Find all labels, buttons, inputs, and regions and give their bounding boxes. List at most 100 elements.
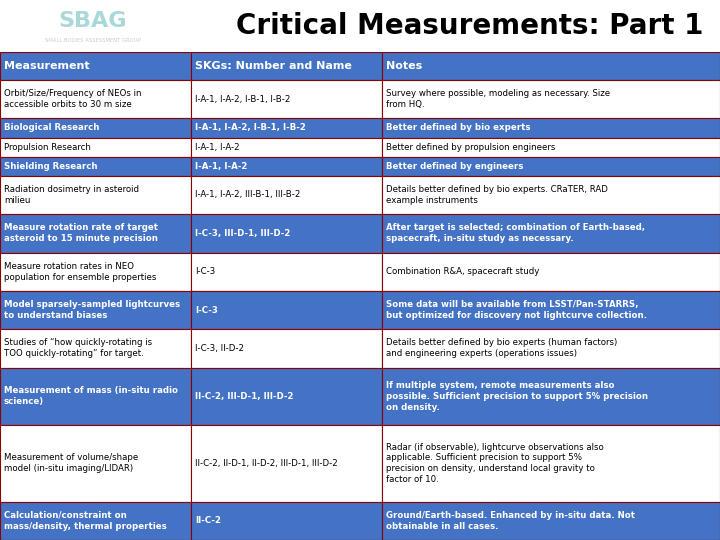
Point [29, 5, 40, 14]
Text: II-C-2, III-D-1, III-D-2: II-C-2, III-D-1, III-D-2 [195, 392, 293, 401]
Point [38, 43, 50, 52]
Text: Radar (if observable), lightcurve observations also
applicable. Sufficient preci: Radar (if observable), lightcurve observ… [386, 443, 603, 484]
Text: Propulsion Research: Propulsion Research [4, 143, 91, 152]
Text: II-C-2, II-D-1, II-D-2, III-D-1, III-D-2: II-C-2, II-D-1, II-D-2, III-D-1, III-D-2 [195, 459, 338, 468]
Text: Measure rotation rates in NEO
population for ensemble properties: Measure rotation rates in NEO population… [4, 262, 156, 281]
Point [207, 22, 219, 31]
Point [29, 0, 40, 6]
Text: Biological Research: Biological Research [4, 124, 99, 132]
Text: Some data will be available from LSST/Pan-STARRS,
but optimized for discovery no: Some data will be available from LSST/Pa… [386, 300, 647, 320]
Bar [191, 138, 382, 157]
Point [41, 1, 53, 9]
Bar [382, 157, 720, 176]
Bar [382, 291, 720, 329]
Text: I-C-3, III-D-1, III-D-2: I-C-3, III-D-1, III-D-2 [195, 229, 290, 238]
Bar [191, 425, 382, 502]
Bar [0, 52, 191, 80]
Bar [382, 329, 720, 368]
Point [129, 0, 140, 6]
Bar [0, 176, 191, 214]
Text: Ground/Earth-based. Enhanced by in-situ data. Not
obtainable in all cases.: Ground/Earth-based. Enhanced by in-situ … [386, 511, 634, 531]
Text: I-C-3: I-C-3 [195, 267, 215, 276]
Bar [382, 118, 720, 138]
Bar [191, 502, 382, 540]
Bar [382, 502, 720, 540]
Point [58, 0, 70, 8]
Point [4, 31, 16, 39]
Text: I-A-1, I-A-2: I-A-1, I-A-2 [195, 143, 240, 152]
Point [126, 0, 138, 7]
Text: I-A-1, I-A-2, I-B-1, I-B-2: I-A-1, I-A-2, I-B-1, I-B-2 [195, 124, 306, 132]
Bar [0, 80, 191, 118]
Bar [0, 425, 191, 502]
Point [7, 32, 19, 40]
Bar [0, 291, 191, 329]
Point [127, 12, 138, 21]
Bar [191, 329, 382, 368]
Text: Measurement of volume/shape
model (in-situ imaging/LIDAR): Measurement of volume/shape model (in-si… [4, 454, 138, 473]
Bar [382, 176, 720, 214]
Text: I-C-3, II-D-2: I-C-3, II-D-2 [195, 344, 244, 353]
Text: Model sparsely-sampled lightcurves
to understand biases: Model sparsely-sampled lightcurves to un… [4, 300, 180, 320]
Bar [382, 253, 720, 291]
Bar [191, 118, 382, 138]
Text: I-A-1, I-A-2, III-B-1, III-B-2: I-A-1, I-A-2, III-B-1, III-B-2 [195, 191, 300, 199]
Text: Measure rotation rate of target
asteroid to 15 minute precision: Measure rotation rate of target asteroid… [4, 224, 158, 243]
Text: Studies of “how quickly-rotating is
TOO quickly-rotating” for target.: Studies of “how quickly-rotating is TOO … [4, 339, 152, 358]
Point [61, 31, 73, 40]
Bar [382, 138, 720, 157]
Text: SBAG: SBAG [58, 11, 127, 31]
Text: Details better defined by bio experts. CRaTER, RAD
example instruments: Details better defined by bio experts. C… [386, 185, 608, 205]
Bar [0, 329, 191, 368]
Text: Better defined by engineers: Better defined by engineers [386, 162, 523, 171]
Text: Survey where possible, modeling as necessary. Size
from HQ.: Survey where possible, modeling as neces… [386, 89, 610, 109]
Text: Radiation dosimetry in asteroid
milieu: Radiation dosimetry in asteroid milieu [4, 185, 139, 205]
Text: Better defined by propulsion engineers: Better defined by propulsion engineers [386, 143, 555, 152]
Text: Measurement: Measurement [4, 61, 89, 71]
Bar [0, 502, 191, 540]
Bar [191, 176, 382, 214]
Bar [0, 253, 191, 291]
Bar [191, 80, 382, 118]
Text: Calculation/constraint on
mass/density, thermal properties: Calculation/constraint on mass/density, … [4, 511, 167, 531]
Text: Orbit/Size/Frequency of NEOs in
accessible orbits to 30 m size: Orbit/Size/Frequency of NEOs in accessib… [4, 89, 142, 109]
Point [58, 38, 70, 46]
Point [76, 16, 88, 25]
Text: Details better defined by bio experts (human factors)
and engineering experts (o: Details better defined by bio experts (h… [386, 339, 617, 358]
Bar [382, 52, 720, 80]
Bar [191, 52, 382, 80]
Point [156, 44, 167, 53]
Point [185, 43, 197, 51]
Text: Better defined by bio experts: Better defined by bio experts [386, 124, 530, 132]
Text: Shielding Research: Shielding Research [4, 162, 97, 171]
Bar [0, 368, 191, 425]
Point [177, 46, 189, 55]
Text: I-A-1, I-A-2, I-B-1, I-B-2: I-A-1, I-A-2, I-B-1, I-B-2 [195, 94, 290, 104]
Text: After target is selected; combination of Earth-based,
spacecraft, in-situ study : After target is selected; combination of… [386, 224, 644, 243]
Bar [191, 157, 382, 176]
Point [125, 45, 136, 54]
Bar [191, 214, 382, 253]
Bar [191, 291, 382, 329]
Bar [382, 425, 720, 502]
Bar [191, 253, 382, 291]
Bar [382, 368, 720, 425]
Text: SKGs: Number and Name: SKGs: Number and Name [195, 61, 351, 71]
Point [203, 39, 215, 48]
Point [0, 42, 10, 50]
Text: Measurement of mass (in-situ radio
science): Measurement of mass (in-situ radio scien… [4, 387, 178, 406]
Point [75, 1, 86, 10]
Point [35, 13, 46, 22]
Point [150, 25, 161, 33]
Text: I-A-1, I-A-2: I-A-1, I-A-2 [195, 162, 247, 171]
Text: Critical Measurements: Part 1: Critical Measurements: Part 1 [236, 12, 703, 40]
Point [89, 19, 101, 28]
Bar [0, 118, 191, 138]
Text: SMALL BODIES ASSESSMENT GROUP: SMALL BODIES ASSESSMENT GROUP [45, 38, 140, 43]
Bar [0, 157, 191, 176]
Point [109, 21, 121, 29]
Text: I-C-3: I-C-3 [195, 306, 217, 314]
Bar [191, 368, 382, 425]
Text: Notes: Notes [386, 61, 422, 71]
Point [25, 8, 37, 16]
